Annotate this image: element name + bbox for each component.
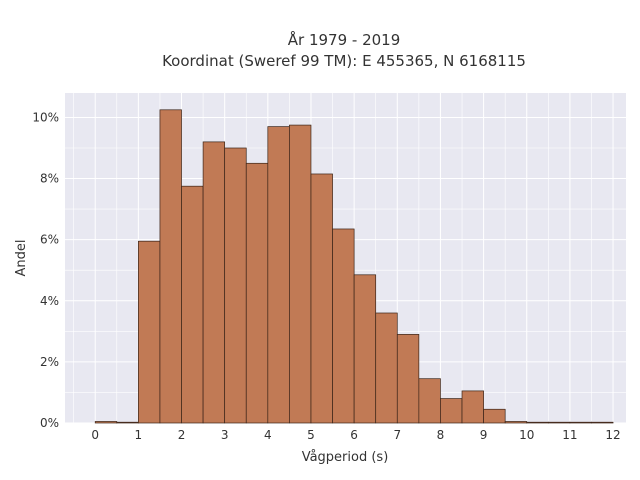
- histogram-bar: [181, 185, 204, 424]
- y-tick-label: 8%: [40, 172, 59, 186]
- histogram-bar: [375, 312, 398, 424]
- x-tick-label: 4: [264, 428, 272, 442]
- y-tick-label: 10%: [32, 110, 59, 124]
- histogram-bar: [159, 109, 182, 424]
- histogram-bar: [504, 421, 528, 424]
- histogram-bar: [332, 228, 355, 424]
- chart-title-line2: Koordinat (Sweref 99 TM): E 455365, N 61…: [162, 52, 526, 70]
- y-axis-title: Andel: [14, 240, 29, 277]
- histogram-bar: [440, 398, 463, 424]
- x-tick-label: 0: [91, 428, 99, 442]
- histogram-bar: [547, 421, 571, 424]
- histogram-bar: [483, 408, 506, 424]
- x-tick-label: 6: [350, 428, 358, 442]
- x-tick-label: 2: [178, 428, 186, 442]
- histogram-bar: [116, 421, 139, 424]
- histogram-bar: [396, 334, 420, 424]
- x-axis-title: Vågperiod (s): [302, 450, 389, 465]
- x-tick-label: 5: [307, 428, 315, 442]
- y-tick-label: 6%: [40, 233, 59, 247]
- histogram-bar: [267, 126, 290, 424]
- x-tick-label: 12: [605, 428, 620, 442]
- y-tick-label: 4%: [40, 294, 59, 308]
- y-axis-ticks: 0% 2% 4% 6% 8% 10%: [32, 110, 59, 430]
- x-tick-label: 8: [437, 428, 445, 442]
- x-tick-label: 10: [519, 428, 534, 442]
- chart-title-line1: År 1979 - 2019: [288, 30, 401, 49]
- histogram-bar: [569, 421, 592, 424]
- histogram-bar: [526, 421, 549, 424]
- x-tick-label: 11: [562, 428, 577, 442]
- histogram-bar: [94, 421, 118, 424]
- x-tick-label: 7: [393, 428, 401, 442]
- x-tick-label: 1: [135, 428, 143, 442]
- x-tick-label: 9: [480, 428, 488, 442]
- histogram-bar: [224, 147, 247, 424]
- histogram-bar: [245, 162, 269, 424]
- histogram-bar: [418, 378, 441, 424]
- y-tick-label: 2%: [40, 355, 59, 369]
- x-tick-label: 3: [221, 428, 229, 442]
- histogram-bar: [289, 124, 312, 424]
- histogram-bar: [138, 240, 161, 424]
- histogram-bar: [202, 141, 226, 424]
- y-tick-label: 0%: [40, 416, 59, 430]
- histogram-bar: [353, 274, 377, 424]
- histogram-bar: [310, 173, 333, 424]
- histogram-bar: [591, 421, 614, 424]
- x-axis-ticks: 0 1 2 3 4 5 6 7 8 9 10 11 12: [91, 428, 620, 442]
- histogram-bar: [461, 390, 484, 424]
- histogram-bars: [94, 109, 614, 424]
